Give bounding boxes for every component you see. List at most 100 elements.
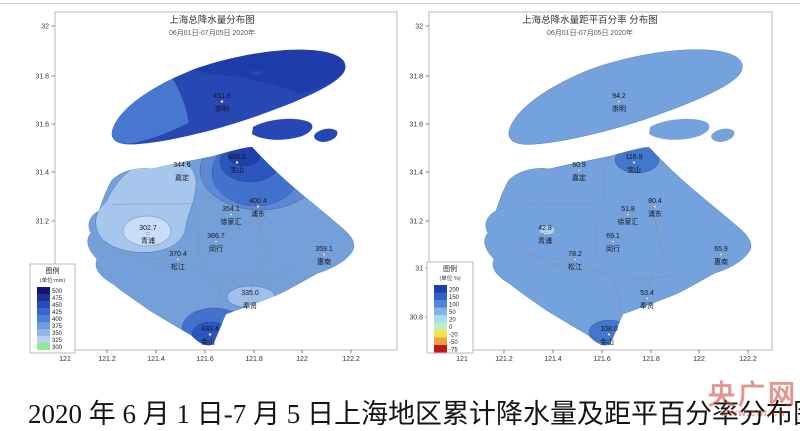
x-tick-label: 121.2: [495, 356, 513, 363]
y-tick-label: 31.8: [35, 74, 49, 81]
legend-swatch: [37, 322, 50, 329]
y-tick-label: 31.2: [409, 219, 423, 226]
patch-qingpu-light: [538, 224, 556, 236]
legend-swatch: [434, 330, 447, 338]
station-pudong: 80.4 浦东: [648, 198, 662, 218]
station-xujiahui: 354.1 徐家汇: [221, 206, 242, 226]
right-y-axis: 32 31.8 31.6 31.4 31.2 31 30.8: [409, 24, 429, 322]
y-tick-label: 32: [415, 24, 423, 31]
station-name: 松江: [171, 262, 185, 271]
legend-label: 100: [449, 303, 460, 309]
legend-label: 475: [52, 296, 63, 302]
y-tick-label: 31.6: [35, 122, 49, 129]
station-name: 崇明: [612, 105, 626, 113]
legend-title: 图例: [443, 264, 457, 273]
station-value: 60.9: [572, 162, 586, 169]
right-x-axis: 121 121.2 121.4 121.6 121.8 122 122.2: [456, 350, 757, 363]
station-name: 青浦: [538, 236, 552, 245]
station-name: 金山: [201, 337, 215, 346]
station-name: 徐家汇: [618, 217, 639, 226]
islet-shape: [648, 70, 660, 76]
legend-label: 325: [52, 338, 63, 344]
right-legend: 图例 (单位:%) 200 150 100 50 20 0 -20 -50 -7…: [426, 261, 474, 354]
station-jinshan: 433.4 金山: [201, 326, 219, 346]
legend-label: -50: [449, 340, 458, 346]
x-tick-label: 121.6: [196, 356, 214, 363]
figure-caption: 2020 年 6 月 1 日-7 月 5 日上海地区累计降水量及距平百分率分布图: [28, 399, 800, 429]
station-value: 335.0: [241, 290, 259, 297]
station-name: 宝山: [627, 165, 641, 174]
y-tick-label: 31.8: [409, 74, 423, 81]
station-value: 116.9: [626, 154, 643, 161]
islet-shape: [251, 70, 263, 76]
legend-swatch: [434, 315, 447, 323]
station-name: 宝山: [230, 165, 244, 174]
legend-label: -75: [449, 348, 458, 354]
station-pudong: 400.4 浦东: [249, 198, 267, 218]
left-station-labels: 431.6 崇明 344.6 嘉定 466.5 宝山 400.4 浦东 354.1 徐家汇…: [139, 93, 333, 346]
station-value: 78.2: [568, 251, 582, 258]
station-name: 嘉定: [572, 173, 586, 182]
station-name: 浦东: [648, 209, 662, 218]
station-name: 松江: [568, 262, 582, 271]
station-value: 354.1: [222, 206, 240, 213]
legend-swatch: [434, 285, 447, 293]
band-325-350: [95, 158, 197, 253]
station-value: 94.2: [612, 93, 626, 100]
station-value: 80.4: [648, 198, 662, 205]
y-tick-label: 31.2: [35, 219, 49, 226]
legend-swatch: [37, 308, 50, 315]
left-map-title: 上海总降水量分布图: [169, 14, 255, 26]
station-name: 浦东: [251, 209, 265, 218]
legend-swatch: [434, 345, 447, 353]
station-huinan: 65.9 惠南: [714, 246, 728, 266]
top-divider-line: [0, 3, 800, 4]
station-qingpu: 42.8 青浦: [538, 225, 552, 245]
left-map-subtitle: 06月01日-07月05日 2020年: [169, 28, 255, 37]
legend-swatch: [37, 301, 50, 308]
legend-label: 50: [449, 310, 456, 316]
station-chongming: 94.2 崇明: [612, 93, 626, 113]
station-value: 466.5: [228, 154, 246, 161]
legend-swatch: [37, 336, 50, 343]
legend-swatch: [37, 329, 50, 336]
station-value: 431.6: [213, 93, 231, 100]
right-map-title: 上海总降水量距平百分率 分布图: [522, 14, 658, 26]
station-name: 闵行: [209, 244, 223, 253]
station-value: 65.9: [714, 246, 728, 253]
legend-swatch: [434, 292, 447, 300]
legend-swatch: [37, 343, 50, 350]
legend-label: 200: [449, 288, 460, 294]
station-name: 惠南: [317, 257, 331, 266]
station-name: 嘉定: [175, 173, 189, 182]
left-map-panel: 上海总降水量分布图 06月01日-07月05日 2020年 32 31.8 31…: [29, 11, 398, 363]
station-songjiang: 78.2 松江: [568, 251, 582, 271]
station-jinshan: 108.0 金山: [600, 326, 618, 346]
legend-swatch: [434, 300, 447, 308]
legend-label: -20: [449, 333, 458, 339]
legend-swatch: [434, 337, 447, 345]
station-qingpu: 302.7 青浦: [139, 225, 157, 245]
x-tick-label: 121: [456, 356, 468, 363]
legend-unit: (单位:%): [439, 274, 460, 282]
station-chongming: 431.6 崇明: [213, 93, 231, 113]
legend-swatch: [434, 322, 447, 330]
x-tick-label: 121.4: [544, 356, 562, 363]
station-value: 42.8: [538, 225, 552, 232]
legend-label: 450: [52, 303, 63, 309]
station-value: 108.0: [600, 326, 618, 333]
right-map-panel: 上海总降水量距平百分率 分布图 06月01日-07月05日 2020年 32 3…: [409, 11, 773, 363]
y-tick-label: 30.8: [409, 315, 423, 322]
station-name: 金山: [600, 337, 614, 346]
right-station-labels: 94.2 崇明 60.9 嘉定 116.9 宝山 80.4 浦东 51.8 徐家汇 42.…: [538, 93, 728, 346]
y-tick-label: 31.4: [35, 170, 49, 177]
left-x-axis: 121 121.2 121.4 121.6 121.8 122 122.2: [59, 350, 360, 363]
station-value: 433.4: [201, 326, 219, 333]
station-fengxian: 53.4 奉贤: [640, 290, 654, 310]
y-tick-label: 31: [415, 266, 423, 273]
x-tick-label: 121.8: [245, 356, 263, 363]
left-legend: 图例 (单位:mm) 500 475 450 425 400 375 350 3…: [29, 263, 76, 354]
station-name: 奉贤: [640, 301, 654, 310]
legend-title: 图例: [46, 266, 60, 275]
station-jiading: 60.9 嘉定: [572, 162, 586, 182]
